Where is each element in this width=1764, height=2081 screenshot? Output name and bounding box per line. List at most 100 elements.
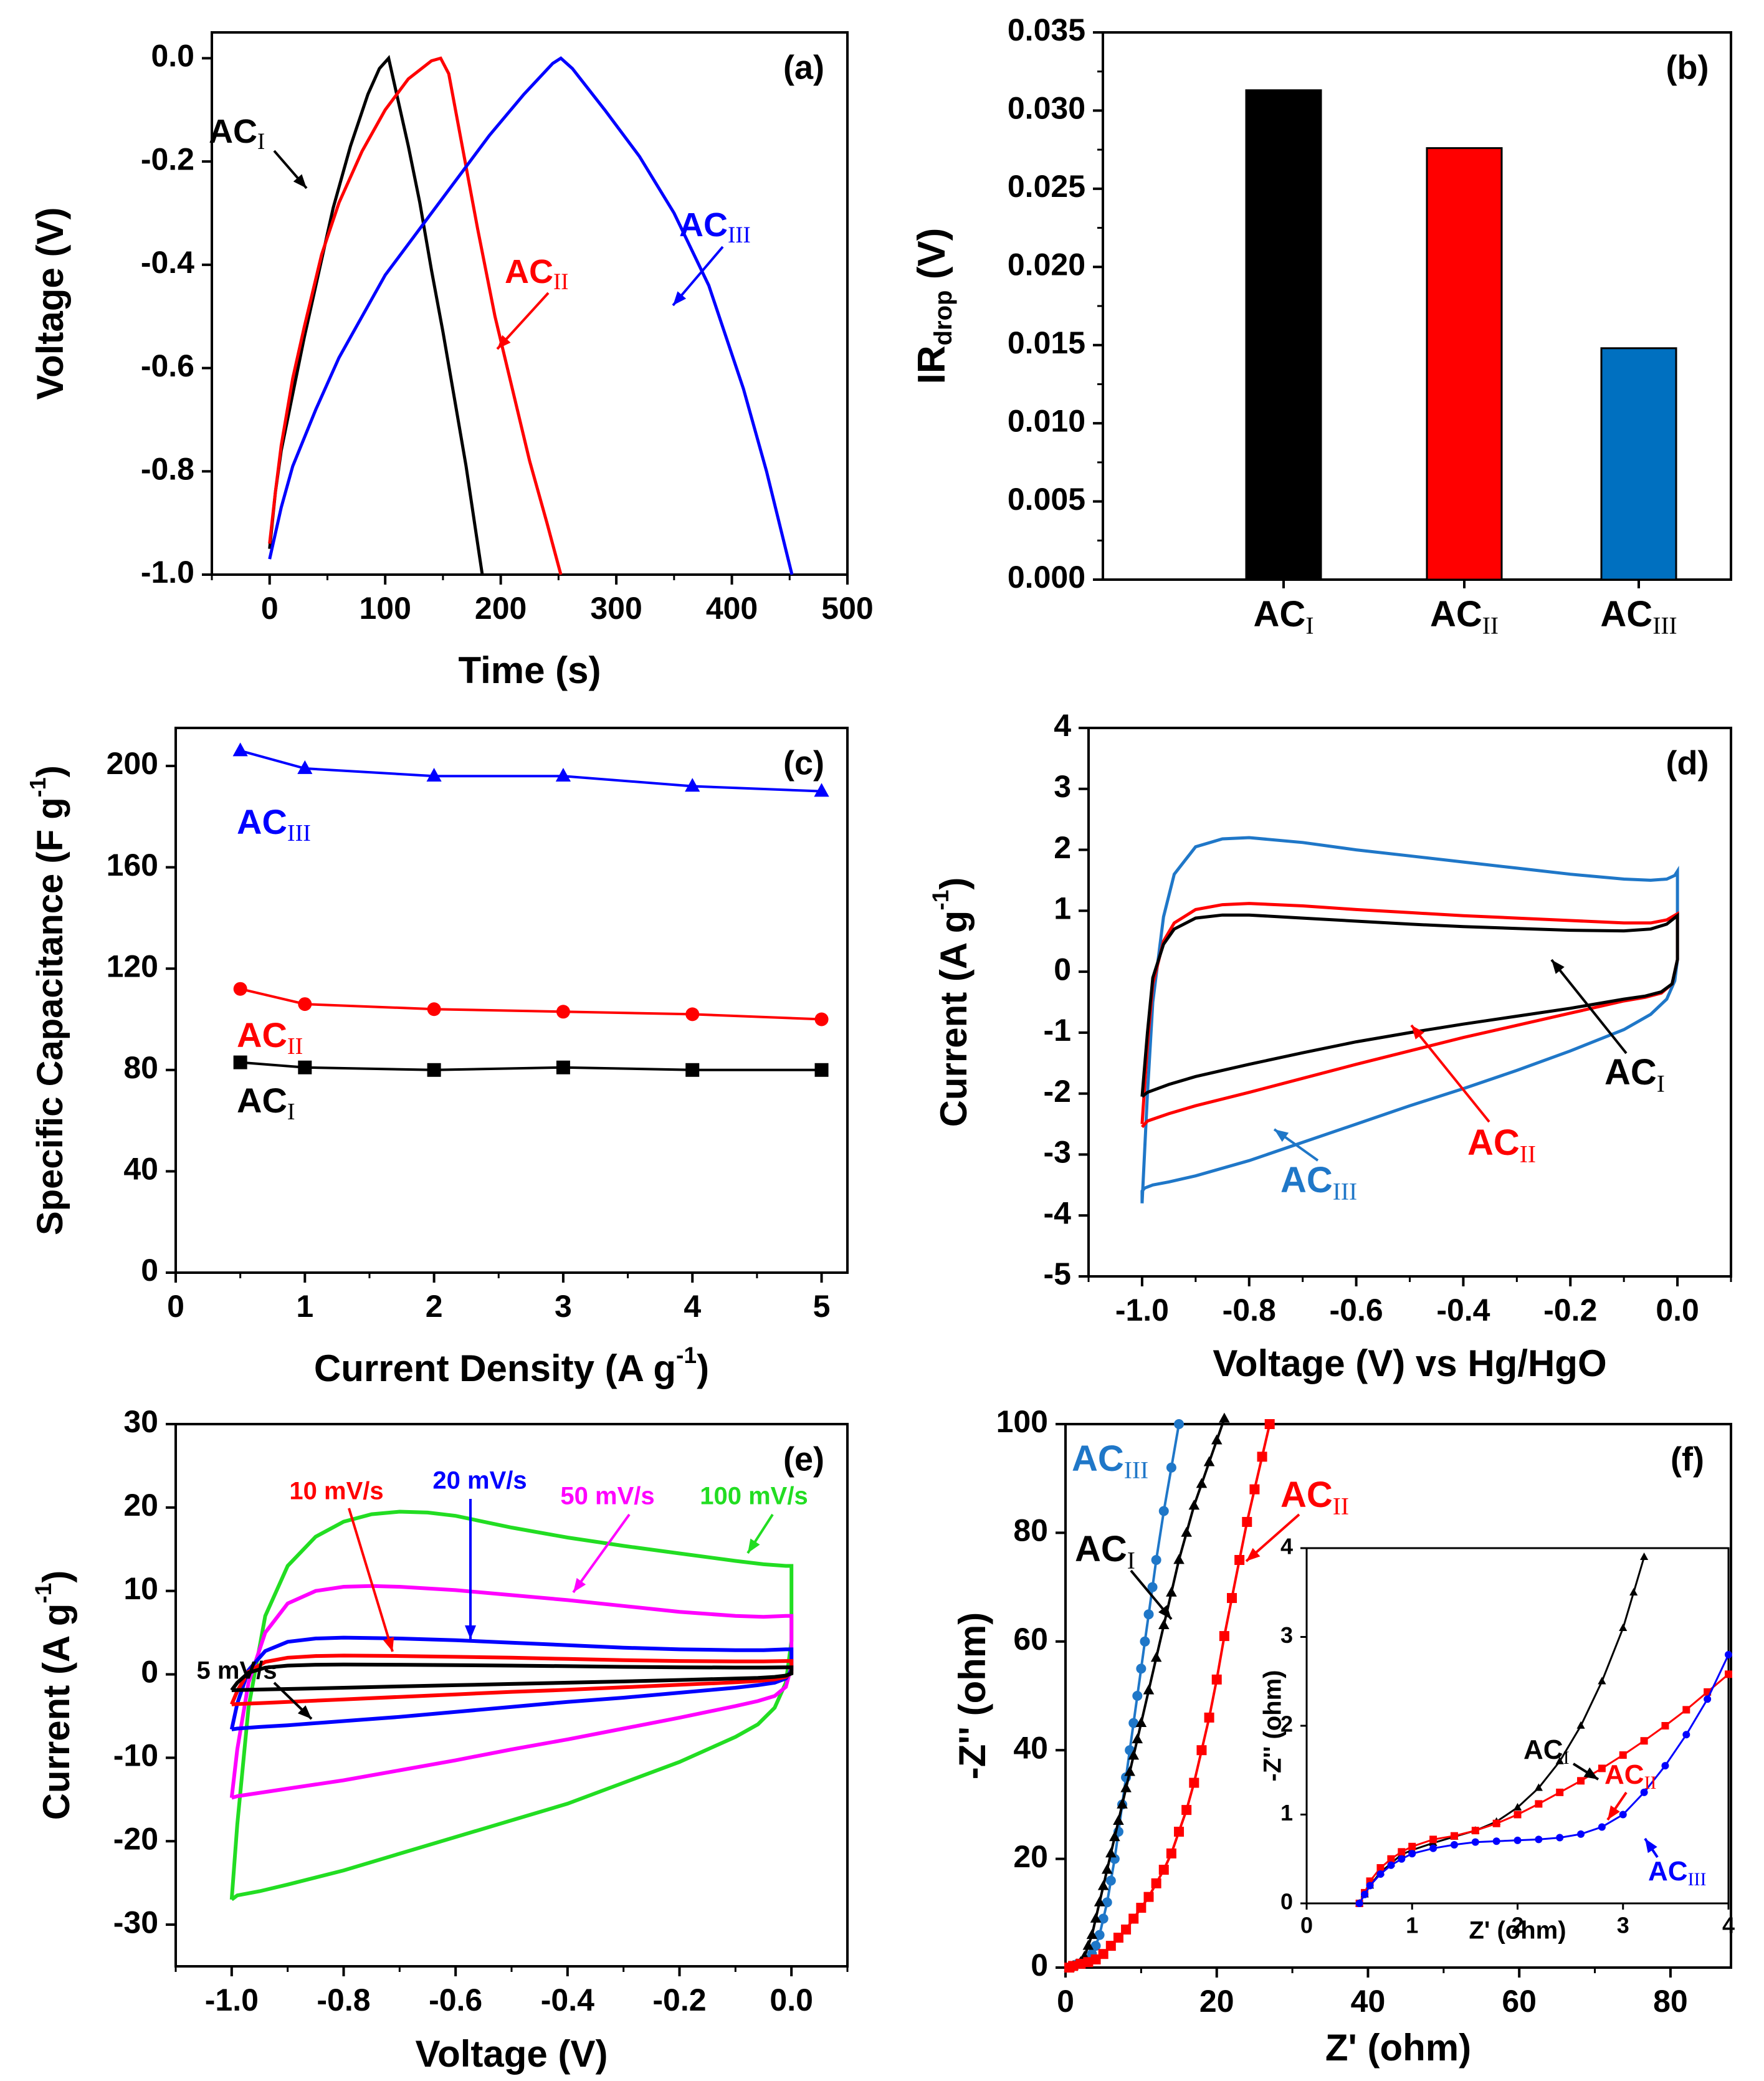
data-point bbox=[1132, 1691, 1143, 1701]
y-tick-label: -4 bbox=[1044, 1195, 1072, 1230]
inset-frame bbox=[1305, 1547, 1730, 1905]
x-tick-label: 0 bbox=[1057, 1984, 1074, 2019]
y-tick-label: 30 bbox=[123, 1404, 158, 1439]
data-point bbox=[1128, 1718, 1139, 1728]
data-point bbox=[556, 1005, 570, 1019]
data-point bbox=[1725, 1670, 1732, 1678]
series-line-ACI bbox=[268, 55, 484, 575]
x-axis-label: Voltage (V) vs Hg/HgO bbox=[1213, 1342, 1606, 1384]
x-tick-label: 60 bbox=[1502, 1984, 1537, 2019]
data-point bbox=[1181, 1526, 1192, 1537]
data-point bbox=[1640, 1737, 1648, 1745]
data-point bbox=[1188, 1500, 1200, 1510]
data-point bbox=[298, 997, 312, 1012]
y-tick-label: 2 bbox=[1280, 1711, 1293, 1737]
data-point bbox=[1387, 1861, 1395, 1869]
data-point bbox=[1158, 1506, 1169, 1516]
arrow-head bbox=[673, 291, 687, 305]
x-tick-label: 3 bbox=[555, 1289, 572, 1324]
panel-label: (b) bbox=[1666, 49, 1709, 86]
data-point bbox=[1150, 1652, 1162, 1662]
data-point bbox=[1704, 1695, 1712, 1703]
annotation-label: 100 mV/s bbox=[700, 1483, 808, 1510]
x-tick-label: -1.0 bbox=[1115, 1293, 1169, 1328]
y-tick-label: 10 bbox=[123, 1571, 158, 1606]
data-point bbox=[1135, 1717, 1147, 1727]
x-tick-label: 40 bbox=[1351, 1984, 1386, 2019]
data-point bbox=[1174, 1827, 1185, 1837]
data-point bbox=[1075, 1958, 1086, 1969]
y-tick-label: 160 bbox=[107, 848, 158, 883]
data-point bbox=[1109, 1831, 1120, 1842]
data-point bbox=[1117, 1798, 1128, 1809]
data-point bbox=[1514, 1836, 1522, 1844]
data-point bbox=[1376, 1870, 1385, 1878]
y-tick-label: 0.010 bbox=[1008, 403, 1085, 438]
arrow-head bbox=[1608, 1805, 1620, 1820]
y-tick-label: 120 bbox=[107, 949, 158, 983]
data-point bbox=[1166, 1586, 1177, 1597]
data-point bbox=[1387, 1855, 1395, 1863]
arrow-head bbox=[1411, 1025, 1424, 1040]
plot-frame bbox=[1064, 1423, 1732, 1969]
data-point bbox=[1555, 1756, 1564, 1764]
data-point bbox=[426, 768, 442, 782]
panel-b: 0.000 0.005 0.010 0.015 0.020 0.025 0.030 0.035… bbox=[910, 12, 1732, 639]
data-point bbox=[1143, 1892, 1154, 1902]
series-line-ACII bbox=[240, 987, 822, 1021]
data-point bbox=[1242, 1516, 1252, 1527]
arrow-head bbox=[748, 1538, 760, 1553]
y-tick-label: -0.6 bbox=[141, 348, 194, 383]
data-point bbox=[1196, 1745, 1207, 1756]
x-tick-label: 100 bbox=[359, 591, 411, 626]
data-point bbox=[1094, 1896, 1105, 1906]
data-point bbox=[1140, 1636, 1150, 1647]
y-tick-label: 0.020 bbox=[1008, 247, 1085, 282]
x-tick-label: 300 bbox=[590, 591, 642, 626]
arrow-head bbox=[1583, 1767, 1598, 1779]
data-point bbox=[1725, 1651, 1732, 1658]
y-axis-label: -Z'' (ohm) bbox=[951, 1612, 993, 1779]
x-tick-label: 20 bbox=[1199, 1984, 1234, 2019]
data-point bbox=[1471, 1827, 1479, 1835]
annotation-label: ACII bbox=[505, 253, 568, 294]
data-point bbox=[1682, 1706, 1690, 1714]
x-tick-label: 200 bbox=[475, 591, 527, 626]
data-point bbox=[1102, 1897, 1112, 1908]
y-tick-label: -3 bbox=[1044, 1135, 1071, 1170]
x-tick-label: 0 bbox=[261, 591, 279, 626]
data-point bbox=[1619, 1751, 1627, 1759]
x-tick-label: -0.6 bbox=[429, 1983, 482, 2017]
y-tick-label: 0.025 bbox=[1008, 169, 1085, 204]
y-axis-label: Current (A g-1) bbox=[30, 1571, 77, 1820]
annotation-label: ACI bbox=[1075, 1529, 1135, 1574]
data-point bbox=[1376, 1864, 1385, 1872]
x-axis-label: Current Density (A g-1) bbox=[314, 1342, 709, 1389]
data-point bbox=[1556, 1834, 1564, 1842]
data-point bbox=[1234, 1555, 1245, 1565]
x-tick-label: -0.8 bbox=[1223, 1293, 1276, 1328]
panel-c: 0 1 2 3 4 5 0 40 80 120 160 200 (c) Current Density (… bbox=[24, 727, 849, 1389]
y-tick-label: 2 bbox=[1054, 830, 1071, 865]
bar-ACI bbox=[1245, 89, 1322, 581]
arrow-head bbox=[1246, 1548, 1261, 1561]
annotation-label: ACII bbox=[237, 1015, 303, 1060]
x-tick-label: ACIII bbox=[1600, 594, 1677, 639]
annotation-label: 10 mV/s bbox=[289, 1478, 383, 1505]
x-tick-label: 80 bbox=[1653, 1984, 1688, 2019]
annotation-label: ACIII bbox=[237, 802, 311, 846]
x-tick-label: 2 bbox=[426, 1289, 443, 1324]
y-tick-label: 40 bbox=[1013, 1730, 1048, 1765]
arrow-line bbox=[348, 1508, 394, 1652]
data-point bbox=[1450, 1840, 1458, 1849]
x-tick-label: 400 bbox=[706, 591, 758, 626]
x-tick-label: 1 bbox=[1406, 1913, 1418, 1938]
panel-label: (e) bbox=[783, 1440, 824, 1478]
x-tick-label: 500 bbox=[821, 591, 873, 626]
annotation-label: 5 mV/s bbox=[197, 1657, 277, 1685]
arrow-line bbox=[572, 1513, 631, 1594]
data-point bbox=[1132, 1733, 1143, 1744]
y-tick-label: -0.4 bbox=[141, 245, 194, 280]
data-point bbox=[1166, 1848, 1176, 1859]
data-point bbox=[1682, 1731, 1690, 1739]
